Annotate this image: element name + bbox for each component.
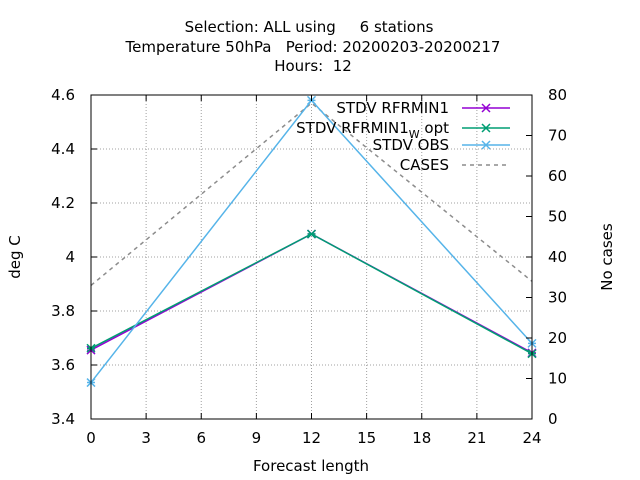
y-tick-label: 4.4 <box>51 140 75 158</box>
y-tick-label: 4 <box>65 248 75 266</box>
y2-tick-label: 20 <box>548 329 567 347</box>
legend-marker-stdv-rfrmin1-w-opt <box>481 123 491 133</box>
y2-tick-label: 30 <box>548 289 567 307</box>
legend: STDV RFRMIN1 STDV RFRMIN1W opt STDV OBS … <box>296 99 510 174</box>
data-point-stdv-rfrmin1-w-opt <box>306 229 317 239</box>
x-tick-label: 15 <box>357 429 376 447</box>
y-axis-label: deg C <box>6 235 24 279</box>
y2-tick-labels: 0 10 20 30 40 50 60 70 80 <box>548 86 567 428</box>
x-tick-label: 12 <box>302 429 321 447</box>
x-tick-label: 18 <box>412 429 431 447</box>
x-tick-label: 3 <box>141 429 151 447</box>
y2-tick-label: 0 <box>548 410 558 428</box>
x-tick-label: 24 <box>522 429 541 447</box>
y-tick-label: 3.4 <box>51 410 75 428</box>
y-tick-label: 3.6 <box>51 356 75 374</box>
legend-entry-stdv-rfrmin1: STDV RFRMIN1 <box>336 99 510 117</box>
y-tick-label: 3.8 <box>51 302 75 320</box>
legend-label-stdv-obs: STDV OBS <box>373 136 449 154</box>
y2-tick-label: 70 <box>548 127 567 145</box>
y2-tick-label: 50 <box>548 208 567 226</box>
legend-entry-cases: CASES <box>400 156 510 174</box>
legend-label-subscript: W <box>409 128 420 141</box>
x-tick-label: 9 <box>252 429 262 447</box>
chart-title-line-1: Selection: ALL using 6 stations <box>185 18 434 36</box>
legend-entry-stdv-obs: STDV OBS <box>373 136 510 154</box>
chart-title-line-3: Hours: 12 <box>274 57 352 75</box>
legend-label-stdv-rfrmin1-w-opt: STDV RFRMIN1W opt <box>296 119 449 141</box>
x-axis-label: Forecast length <box>253 457 369 475</box>
legend-label-main: STDV RFRMIN1 <box>296 119 409 137</box>
x-tick-labels: 0 3 6 9 12 15 18 21 24 <box>86 429 541 447</box>
x-tick-label: 6 <box>196 429 206 447</box>
grid-lines <box>91 95 532 419</box>
series-line-cases <box>90 102 533 286</box>
y2-tick-label: 40 <box>548 248 567 266</box>
y-tick-labels: 3.4 3.6 3.8 4 4.2 4.4 4.6 <box>51 86 75 428</box>
legend-label-cases: CASES <box>400 156 449 174</box>
y2-tick-label: 60 <box>548 167 567 185</box>
y2-axis-label: No cases <box>598 223 616 291</box>
x-tick-label: 21 <box>467 429 486 447</box>
axis-ticks <box>90 94 533 420</box>
legend-entry-stdv-rfrmin1-w-opt: STDV RFRMIN1W opt <box>296 119 510 141</box>
y-tick-label: 4.6 <box>51 86 75 104</box>
legend-label-tail: opt <box>420 119 449 137</box>
legend-marker-stdv-obs <box>481 140 491 150</box>
y2-tick-label: 80 <box>548 86 567 104</box>
chart-title-line-2: Temperature 50hPa Period: 20200203-20200… <box>125 38 501 56</box>
legend-label-stdv-rfrmin1: STDV RFRMIN1 <box>336 99 449 117</box>
y2-tick-label: 10 <box>548 370 567 388</box>
x-tick-label: 0 <box>86 429 96 447</box>
y-tick-label: 4.2 <box>51 194 75 212</box>
legend-marker-stdv-rfrmin1 <box>481 103 491 113</box>
